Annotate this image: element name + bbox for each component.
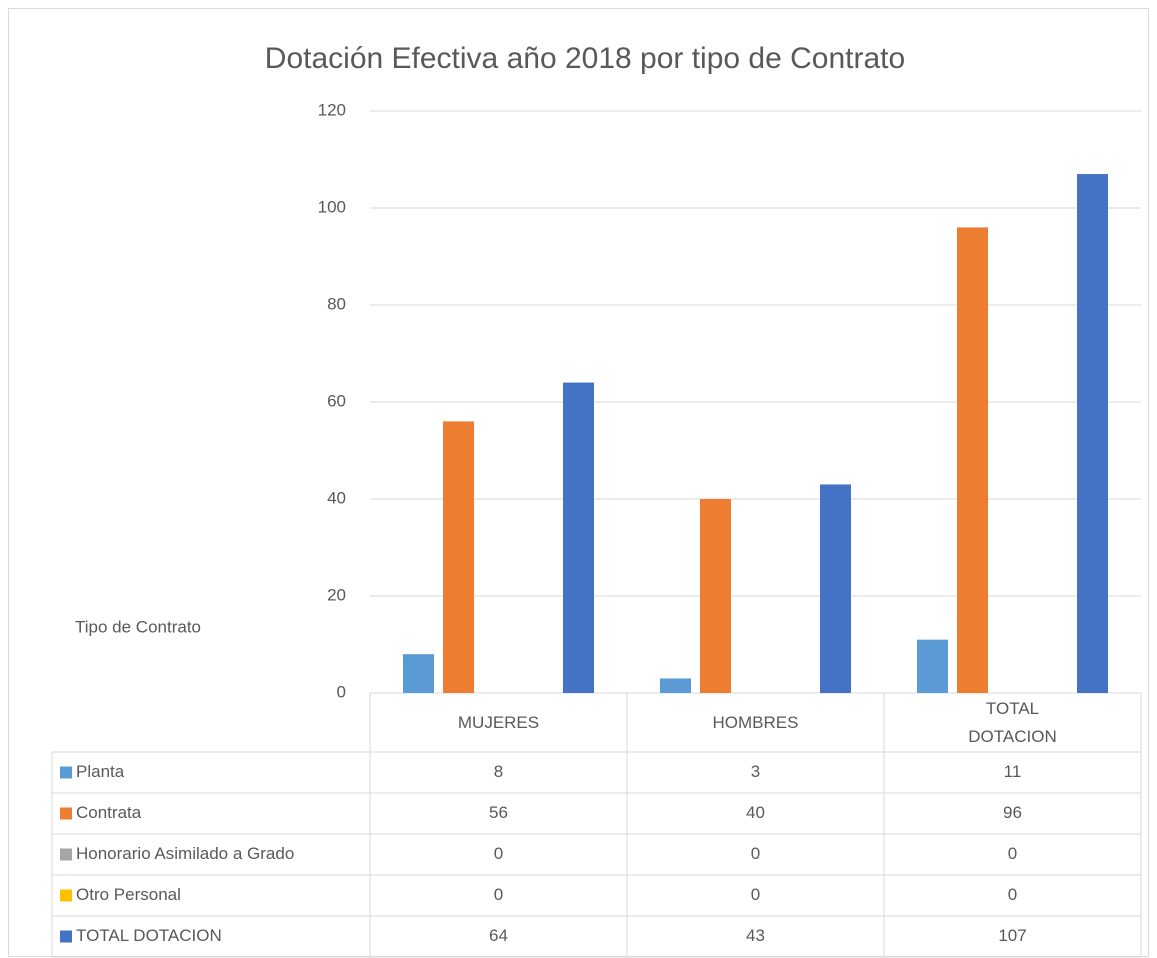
table-value: 0 — [751, 885, 760, 904]
table-value: 0 — [1008, 844, 1017, 863]
legend-key — [60, 807, 72, 820]
y-tick-label: 100 — [318, 197, 346, 216]
legend-key — [60, 766, 72, 779]
x-tick-label-wrap: HOMBRES — [627, 693, 884, 752]
x-tick-label-box: TOTAL DOTACION — [884, 693, 1141, 752]
bar — [660, 678, 691, 693]
table-value: 3 — [751, 762, 760, 781]
table-value: 64 — [489, 926, 508, 945]
table-value: 96 — [1003, 803, 1022, 822]
table-value: 43 — [746, 926, 765, 945]
x-tick-label-box: HOMBRES — [627, 693, 884, 752]
y-tick-label: 80 — [327, 294, 346, 313]
table-value: 11 — [1004, 762, 1022, 781]
bar — [443, 421, 474, 693]
legend-label: Planta — [76, 762, 125, 781]
x-tick-label-box: MUJERES — [370, 693, 627, 752]
x-tick-label-wrap: TOTAL DOTACION — [884, 693, 1141, 752]
x-tick-label-wrap: MUJERES — [370, 693, 627, 752]
y-tick-label: 120 — [318, 100, 346, 119]
legend-key — [60, 889, 72, 902]
bar — [820, 484, 851, 693]
table-value: 0 — [494, 885, 503, 904]
table-value: 0 — [494, 844, 503, 863]
bar — [563, 382, 594, 693]
table-value: 107 — [998, 926, 1026, 945]
legend-label: Contrata — [76, 803, 142, 822]
bar — [957, 227, 988, 693]
y-tick-label: 0 — [337, 682, 346, 701]
legend-label: TOTAL DOTACION — [76, 926, 222, 945]
y-tick-label: 40 — [327, 488, 346, 507]
table-value: 40 — [746, 803, 765, 822]
y-tick-label: 60 — [327, 391, 346, 410]
legend-key — [60, 848, 72, 861]
table-value: 0 — [1008, 885, 1017, 904]
x-tick-label: TOTAL DOTACION — [968, 698, 1057, 746]
x-tick-label: MUJERES — [457, 712, 540, 732]
legend-key — [60, 930, 72, 943]
bar — [403, 654, 434, 693]
bar — [1077, 174, 1108, 694]
legend-label: Honorario Asimilado a Grado — [76, 844, 294, 863]
bar — [700, 499, 731, 693]
bar — [917, 639, 948, 693]
table-value: 56 — [489, 803, 508, 822]
y-tick-label: 20 — [327, 585, 346, 604]
chart-title: Dotación Efectiva año 2018 por tipo de C… — [265, 42, 905, 75]
table-value: 8 — [494, 762, 503, 781]
legend-label: Otro Personal — [76, 885, 181, 904]
x-tick-label: HOMBRES — [712, 712, 799, 732]
table-value: 0 — [751, 844, 760, 863]
y-axis-label: Tipo de Contrato — [75, 617, 201, 636]
